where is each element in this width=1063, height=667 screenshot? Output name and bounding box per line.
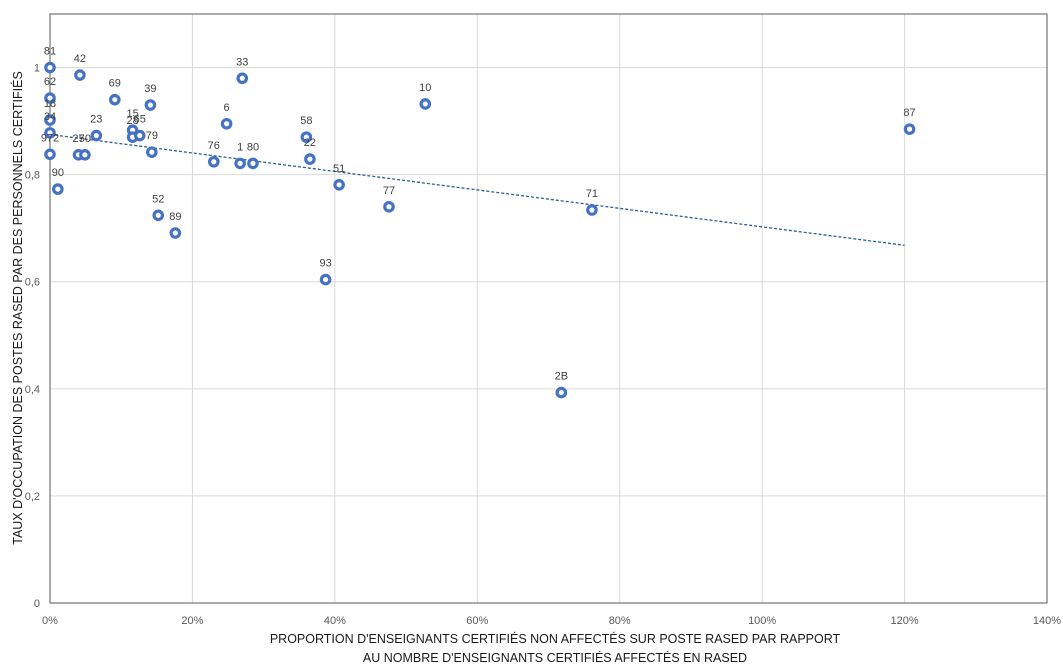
data-point [44, 61, 56, 74]
data-points [44, 61, 916, 399]
data-point-label: 81 [44, 46, 56, 58]
data-point-label: 71 [586, 188, 598, 200]
data-point [304, 153, 316, 165]
data-point [247, 157, 259, 170]
data-point [52, 183, 64, 195]
data-point-label: 33 [236, 56, 248, 68]
y-tick-label: 0,4 [25, 384, 40, 396]
data-point-label: 27 [72, 133, 84, 145]
data-point-label: 58 [300, 115, 312, 127]
data-point [383, 200, 395, 213]
data-point-label: 52 [152, 193, 164, 205]
data-point [319, 273, 332, 286]
x-tick-label: 100% [748, 615, 776, 627]
data-point [44, 148, 56, 161]
data-point [419, 98, 432, 110]
data-point-label: 77 [383, 185, 395, 197]
data-point [207, 155, 220, 168]
plot-area-frame [49, 13, 1048, 604]
gridlines [50, 14, 1047, 603]
data-point-label: 80 [247, 141, 259, 153]
data-point [586, 204, 598, 216]
data-point-label: 89 [169, 211, 181, 223]
y-axis-title: TAUX D'OCCUPATION DES POSTES RASED PAR D… [10, 71, 25, 545]
data-point [236, 72, 249, 85]
data-point-label: 69 [109, 78, 121, 90]
y-tick-label: 0 [34, 598, 40, 610]
data-point [903, 123, 916, 135]
data-point-label: 93 [319, 258, 331, 270]
data-point-label: 2B [555, 371, 568, 383]
trendline-group [49, 133, 905, 246]
y-tick-label: 0,6 [25, 277, 40, 289]
data-point [146, 146, 158, 158]
data-point-label: 18 [44, 98, 56, 110]
x-tick-label: 60% [466, 615, 488, 627]
y-axis-tick-labels: 0 0,2 0,4 0,6 0,8 1 [25, 63, 40, 610]
data-point-label: 6 [224, 102, 230, 114]
data-point [109, 93, 121, 106]
x-tick-label: 140% [1033, 615, 1061, 627]
x-axis-tick-labels: 0% 20% 40% 60% 80% 100% 120% 140% [42, 615, 1061, 627]
data-point [44, 127, 56, 139]
data-point [79, 149, 91, 161]
data-point-label: 39 [144, 83, 156, 95]
data-point-label: 62 [44, 76, 56, 88]
x-tick-label: 80% [609, 615, 631, 627]
data-point-label: 76 [208, 140, 220, 152]
trendline [49, 133, 905, 246]
data-point [333, 179, 345, 191]
y-tick-label: 0,2 [25, 491, 40, 503]
data-point [74, 69, 86, 81]
data-point [44, 92, 56, 104]
y-tick-label: 1 [34, 63, 40, 75]
y-tick-label: 0,8 [25, 170, 40, 182]
data-point-label: 15 [126, 108, 138, 120]
data-point-label: 34 [44, 111, 56, 123]
data-point-label: 87 [903, 107, 915, 119]
data-point-label: 50 [79, 133, 91, 145]
x-axis-title-line-1: PROPORTION D'ENSEIGNANTS CERTIFIÉS NON A… [270, 631, 841, 646]
data-point-label: 42 [74, 53, 86, 65]
data-point-label: 65 [134, 114, 146, 126]
x-tick-label: 0% [42, 615, 58, 627]
x-axis-title-line-2: AU NOMBRE D'ENSEIGNANTS CERTIFIÉS AFFECT… [363, 650, 747, 665]
data-point [90, 129, 103, 142]
data-point-label: 1 [237, 141, 243, 153]
x-tick-label: 20% [181, 615, 203, 627]
data-point [234, 157, 246, 170]
data-point-label: 10 [419, 82, 431, 94]
data-point [44, 114, 56, 126]
data-point [152, 209, 165, 222]
data-point-label: 51 [333, 163, 345, 175]
data-point [133, 129, 146, 142]
data-point [144, 99, 157, 111]
data-point-label: 79 [146, 130, 158, 142]
data-point [300, 131, 313, 143]
x-tick-label: 120% [891, 615, 919, 627]
data-point-label: 22 [304, 137, 316, 149]
data-point [220, 117, 233, 130]
data-point-label: 90 [52, 167, 64, 179]
x-tick-label: 40% [324, 615, 346, 627]
data-point [555, 386, 568, 399]
data-point [169, 227, 182, 239]
data-point-label: 972 [41, 132, 59, 144]
data-point-label: 23 [90, 114, 102, 126]
data-point-label: 28 [126, 115, 138, 127]
